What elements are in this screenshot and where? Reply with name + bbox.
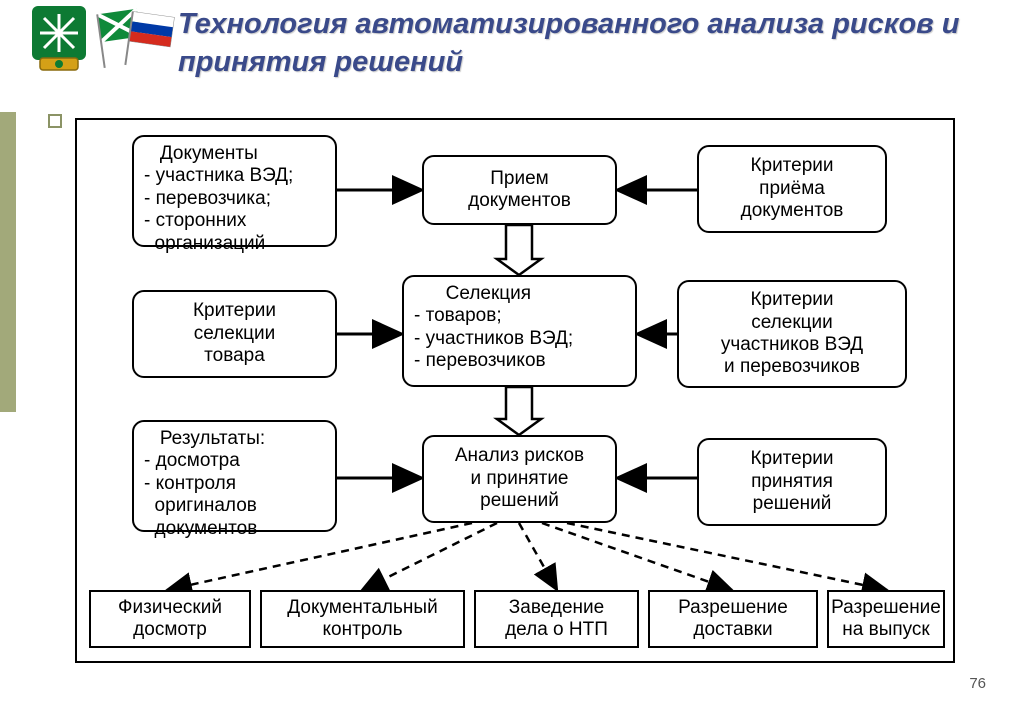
flowchart-node-r1_left: Документы- участника ВЭД;- перевозчика;-… xyxy=(132,135,337,247)
accent-bar xyxy=(0,112,16,412)
flowchart-node-r2_right: Критерииселекцииучастников ВЭДи перевозч… xyxy=(677,280,907,388)
flowchart-bottom-b1: Физическийдосмотр xyxy=(89,590,251,648)
slide-title: Технология автоматизированного анализа р… xyxy=(178,6,1024,81)
flowchart-bottom-b4: Разрешениедоставки xyxy=(648,590,818,648)
flowchart-node-r3_right: Критериипринятиярешений xyxy=(697,438,887,526)
flags-icon xyxy=(95,6,177,79)
flowchart-bottom-b3: Заведениедела о НТП xyxy=(474,590,639,648)
header: Технология автоматизированного анализа р… xyxy=(0,0,1024,110)
flowchart-node-r2_left: Критерииселекциитовара xyxy=(132,290,337,378)
flowchart-node-r1_right: Критерииприёмадокументов xyxy=(697,145,887,233)
slide: Технология автоматизированного анализа р… xyxy=(0,0,1024,708)
flowchart-diagram: Документы- участника ВЭД;- перевозчика;-… xyxy=(75,118,955,663)
flowchart-node-r2_mid: Селекция- товаров;- участников ВЭД;- пер… xyxy=(402,275,637,387)
flowchart-node-r1_mid: Приемдокументов xyxy=(422,155,617,225)
flowchart-bottom-b5: Разрешениена выпуск xyxy=(827,590,945,648)
bullet-icon xyxy=(48,114,62,128)
flowchart-bottom-b2: Документальныйконтроль xyxy=(260,590,465,648)
customs-emblem-icon xyxy=(28,2,90,79)
flowchart-node-r3_left: Результаты:- досмотра- контроля оригинал… xyxy=(132,420,337,532)
flowchart-node-r3_mid: Анализ рискови принятиерешений xyxy=(422,435,617,523)
page-number: 76 xyxy=(969,675,986,692)
